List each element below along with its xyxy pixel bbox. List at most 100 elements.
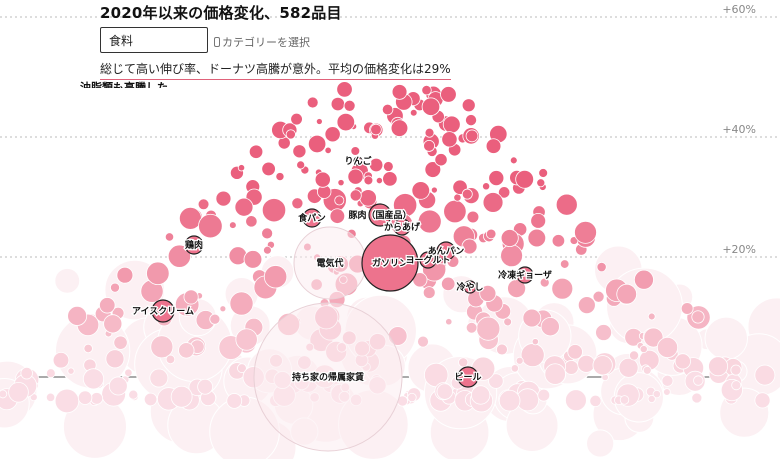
bubble[interactable] (618, 357, 639, 378)
bubble[interactable] (520, 343, 545, 368)
bubble[interactable] (674, 353, 691, 370)
labeled-bubble[interactable] (361, 234, 419, 292)
bubble[interactable] (368, 157, 384, 173)
bubble[interactable] (539, 277, 550, 288)
bubble[interactable] (370, 123, 382, 136)
bubble[interactable] (430, 186, 438, 194)
bubble[interactable] (336, 112, 356, 132)
bubble[interactable] (680, 302, 694, 315)
bubble[interactable] (510, 364, 520, 373)
bubble[interactable] (661, 374, 674, 387)
bubble[interactable] (363, 175, 374, 186)
category-search-input[interactable]: 食料 (100, 27, 208, 53)
bubble[interactable] (537, 388, 551, 402)
bubble[interactable] (103, 314, 123, 334)
bubble[interactable] (592, 355, 613, 376)
bubble[interactable] (390, 119, 409, 137)
labeled-bubble[interactable] (436, 241, 456, 261)
bubble[interactable] (275, 172, 285, 182)
bubble[interactable] (8, 381, 29, 403)
labeled-bubble[interactable] (457, 366, 479, 388)
bubble[interactable] (503, 317, 512, 327)
bubble[interactable] (336, 81, 353, 98)
bubble[interactable] (261, 198, 287, 223)
bubble[interactable] (485, 228, 497, 240)
bubble[interactable] (359, 189, 377, 207)
bubble[interactable] (461, 238, 478, 255)
bubble[interactable] (381, 103, 394, 116)
bubble[interactable] (754, 364, 776, 386)
bubble[interactable] (423, 140, 436, 152)
bubble[interactable] (465, 129, 479, 143)
bubble[interactable] (82, 368, 105, 390)
bubble[interactable] (375, 176, 383, 185)
bubble[interactable] (52, 351, 70, 369)
labeled-bubble[interactable] (302, 208, 322, 228)
bubble[interactable] (167, 244, 192, 268)
bubble[interactable] (500, 229, 519, 248)
bubble[interactable] (54, 267, 81, 294)
bubble[interactable] (421, 85, 432, 96)
bubble[interactable] (349, 189, 362, 202)
bubble[interactable] (219, 305, 227, 313)
bubble[interactable] (465, 321, 478, 334)
bubble[interactable] (329, 208, 346, 224)
bubble[interactable] (110, 282, 120, 293)
bubble[interactable] (170, 385, 193, 408)
bubble[interactable] (229, 291, 254, 316)
bubble[interactable] (754, 392, 771, 409)
bubble[interactable] (647, 394, 656, 404)
bubble[interactable] (245, 215, 258, 228)
bubble[interactable] (164, 232, 175, 242)
bubble[interactable] (442, 115, 461, 134)
bubble[interactable] (124, 368, 133, 377)
bubble[interactable] (143, 392, 158, 407)
bubble[interactable] (441, 131, 458, 148)
bubble[interactable] (197, 378, 214, 395)
bubble[interactable] (165, 354, 176, 365)
bubble[interactable] (559, 259, 570, 269)
bubble[interactable] (314, 171, 331, 188)
bubble[interactable] (209, 313, 221, 325)
bubble[interactable] (440, 86, 457, 103)
bubble[interactable] (391, 84, 408, 100)
bubble[interactable] (263, 265, 288, 289)
bubble[interactable] (116, 266, 134, 284)
bubble[interactable] (445, 318, 453, 326)
bubble[interactable] (629, 350, 640, 361)
bubble[interactable] (544, 363, 566, 385)
bubble[interactable] (424, 161, 442, 178)
bubble[interactable] (555, 193, 578, 216)
bubble[interactable] (551, 277, 574, 300)
bubble[interactable] (234, 197, 254, 217)
bubble[interactable] (263, 245, 272, 255)
bubble[interactable] (577, 296, 596, 315)
bubble[interactable] (482, 182, 491, 191)
bubble[interactable] (292, 144, 307, 159)
bubble[interactable] (105, 349, 125, 369)
bubble[interactable] (465, 114, 478, 127)
bubble[interactable] (500, 244, 523, 268)
bubble[interactable] (479, 284, 497, 302)
bubble[interactable] (183, 289, 199, 305)
bubble[interactable] (99, 297, 116, 314)
bubble[interactable] (324, 146, 332, 155)
labeled-bubble[interactable] (253, 302, 403, 452)
bubble[interactable] (235, 328, 258, 351)
bubble[interactable] (466, 210, 480, 224)
bubble[interactable] (67, 367, 75, 375)
bubble[interactable] (531, 338, 539, 346)
bubble[interactable] (198, 213, 223, 239)
bubble[interactable] (407, 392, 417, 403)
bubble[interactable] (261, 227, 274, 240)
bubble[interactable] (215, 190, 232, 207)
bubble[interactable] (616, 283, 638, 305)
bubble[interactable] (476, 316, 501, 341)
bubble[interactable] (704, 316, 749, 361)
bubble[interactable] (350, 146, 361, 156)
labeled-bubble[interactable] (516, 266, 534, 284)
bubble[interactable] (596, 261, 607, 273)
bubble[interactable] (731, 380, 742, 391)
bubble[interactable] (595, 324, 613, 341)
bubble[interactable] (592, 290, 605, 303)
